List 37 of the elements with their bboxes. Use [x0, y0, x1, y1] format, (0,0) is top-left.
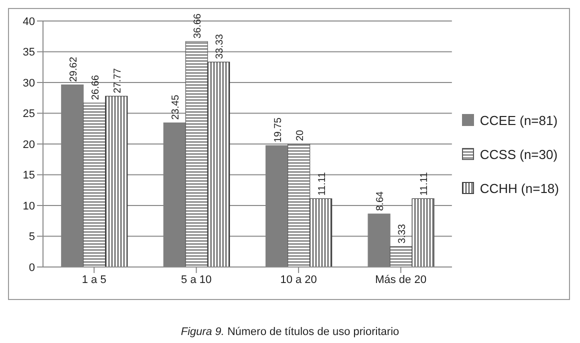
x-tick-label: 5 a 10 — [181, 274, 212, 286]
data-label: 20 — [294, 129, 306, 141]
bar — [83, 102, 106, 267]
bar — [207, 62, 230, 267]
y-tick-label: 40 — [22, 16, 35, 28]
legend-label: CCSS (n=30) — [480, 146, 558, 162]
legend-label: CCEE (n=81) — [480, 112, 558, 128]
bar — [105, 96, 128, 267]
data-label: 3.33 — [397, 224, 408, 244]
data-label: 26.66 — [90, 74, 102, 100]
data-label: 27.77 — [112, 68, 124, 94]
data-label: 11.11 — [419, 172, 430, 196]
data-label: 36.66 — [192, 13, 204, 39]
y-tick-label: 35 — [22, 46, 35, 59]
data-label: 8.64 — [375, 190, 386, 211]
bar — [185, 41, 208, 267]
data-label: 23.45 — [170, 94, 182, 120]
y-tick-label: 0 — [28, 262, 35, 274]
x-tick-label: Más de 20 — [375, 274, 426, 286]
y-tick-label: 15 — [22, 170, 35, 182]
x-tick-label: 10 a 20 — [280, 274, 317, 286]
data-label: 29.62 — [68, 56, 80, 82]
y-tick-label: 30 — [22, 77, 35, 90]
bar — [390, 246, 412, 267]
data-label: 11.11 — [316, 172, 328, 196]
data-label: 33.33 — [214, 34, 226, 60]
data-label: 19.75 — [272, 117, 284, 143]
y-tick-label: 25 — [22, 108, 35, 120]
legend-label: CCHH (n=18) — [480, 180, 559, 196]
y-tick-label: 10 — [22, 200, 35, 212]
x-tick-label: 1 a 5 — [82, 274, 106, 286]
y-tick-label: 5 — [28, 231, 35, 244]
y-tick-label: 20 — [22, 138, 35, 151]
text: Figura 9. Número de títulos de uso prioritario — [180, 326, 400, 338]
bar — [412, 198, 434, 267]
bar — [288, 144, 310, 267]
bar — [310, 198, 332, 267]
